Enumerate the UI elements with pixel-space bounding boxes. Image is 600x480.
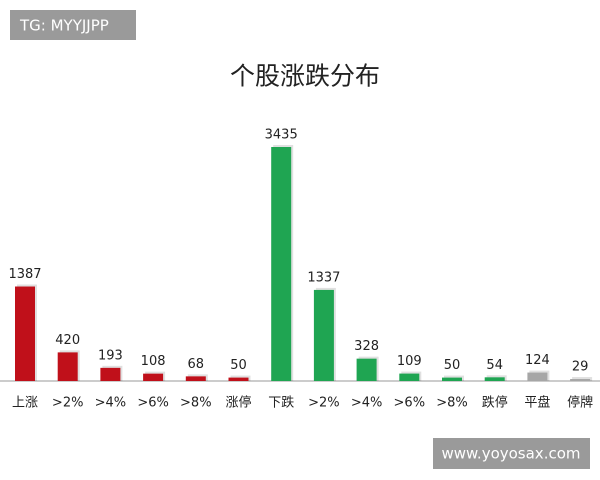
value-label: 193 (98, 348, 123, 363)
x-tick-label: 跌停 (482, 395, 508, 411)
bar (570, 379, 591, 381)
value-label: 3435 (265, 128, 298, 143)
x-tick-label: 停牌 (567, 395, 593, 411)
value-label: 68 (188, 357, 205, 372)
x-tick-label: >6% (137, 396, 169, 411)
bar (228, 377, 249, 381)
value-label: 420 (55, 333, 80, 348)
x-tick-label: >8% (180, 396, 212, 411)
bar (484, 377, 505, 381)
bar (442, 377, 462, 381)
bar (185, 376, 206, 381)
x-tick-label: >4% (95, 396, 127, 411)
value-label: 29 (572, 360, 589, 375)
bar (271, 147, 292, 381)
bar (100, 367, 121, 381)
bar (15, 286, 35, 381)
bar (399, 373, 420, 381)
x-tick-label: >2% (308, 396, 340, 411)
x-tick-label: 上涨 (12, 396, 38, 411)
value-label: 1337 (307, 270, 340, 285)
bar-shadow (572, 377, 593, 381)
watermark: TG: MYYJJPP (19, 17, 109, 35)
x-tick-label: >6% (394, 396, 426, 411)
x-tick-label: >8% (436, 396, 468, 411)
value-label: 50 (230, 358, 247, 373)
x-tick-label: 下跌 (268, 395, 294, 411)
value-label: 328 (354, 339, 379, 354)
bar (356, 358, 377, 381)
watermark: www.yoyosax.com (442, 445, 581, 463)
x-tick-label: 涨停 (225, 395, 251, 411)
value-label: 109 (397, 354, 422, 369)
value-label: 54 (486, 358, 503, 373)
x-tick-label: 平盘 (524, 395, 550, 411)
x-tick-label: >4% (351, 396, 383, 411)
chart-title: 个股涨跌分布 (230, 62, 380, 91)
watermark-box (10, 10, 136, 40)
watermark-box (433, 438, 590, 469)
value-label: 108 (141, 354, 166, 369)
value-label: 124 (525, 353, 550, 368)
value-label: 1387 (8, 267, 41, 282)
bar (143, 373, 164, 381)
bar (313, 289, 334, 381)
x-tick-label: >2% (52, 396, 84, 411)
bar (57, 352, 78, 381)
bar (527, 372, 548, 381)
value-label: 50 (444, 358, 461, 373)
